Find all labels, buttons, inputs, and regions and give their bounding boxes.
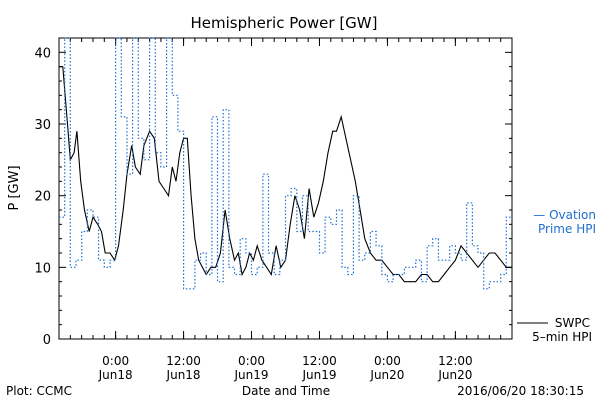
x-tick-label-time: 0:00 xyxy=(102,354,129,368)
x-tick-label-date: Jun18 xyxy=(166,368,201,382)
legend-ovation-line2: Prime HPI xyxy=(538,222,596,236)
x-axis-label: Date and Time xyxy=(242,384,330,398)
x-tick-label-date: Jun19 xyxy=(234,368,269,382)
legend-ovation-line1: — Ovation xyxy=(533,208,596,222)
y-axis-label: P [GW] xyxy=(7,165,22,210)
chart-title: Hemispheric Power [GW] xyxy=(191,14,378,32)
legend-swpc-line1: SWPC xyxy=(555,316,590,330)
x-tick-label-date: Jun18 xyxy=(98,368,133,382)
x-tick-label-date: Jun20 xyxy=(369,368,404,382)
legend-swpc: SWPC 5–min HPI xyxy=(517,316,592,344)
x-tick-label-time: 12:00 xyxy=(302,354,337,368)
x-axis: 0:00Jun1812:00Jun180:00Jun1912:00Jun190:… xyxy=(58,38,513,382)
plot-frame xyxy=(58,37,513,340)
series-swpc-5min-hpi xyxy=(59,66,512,283)
series-layer xyxy=(59,37,512,290)
legend-swpc-line2: 5–min HPI xyxy=(532,330,592,344)
x-tick-label-time: 12:00 xyxy=(438,354,473,368)
x-tick-label-time: 0:00 xyxy=(238,354,265,368)
y-tick-label: 0 xyxy=(43,333,51,348)
x-tick-label-time: 0:00 xyxy=(374,354,401,368)
footer-timestamp: 2016/06/20 18:30:15 xyxy=(457,384,584,398)
y-tick-label: 40 xyxy=(34,46,51,61)
y-axis: 0 10 20 30 40 xyxy=(34,37,512,348)
x-tick-label-time: 12:00 xyxy=(166,354,201,368)
x-tick-label-date: Jun20 xyxy=(437,368,472,382)
y-tick-label: 20 xyxy=(34,190,51,205)
y-tick-label: 10 xyxy=(34,261,51,276)
x-tick-label-date: Jun19 xyxy=(301,368,336,382)
series-ovation-prime-hpi xyxy=(59,37,512,290)
footer-credit: Plot: CCMC xyxy=(6,384,72,398)
legend-ovation: — Ovation Prime HPI xyxy=(533,208,596,236)
y-tick-label: 30 xyxy=(34,118,51,133)
